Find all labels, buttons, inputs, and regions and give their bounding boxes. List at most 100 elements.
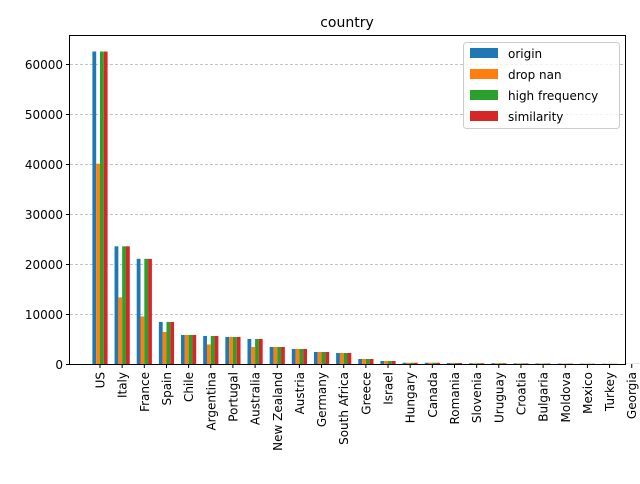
x-tick-label: Canada [426,372,440,418]
x-tick-label: Uruguay [492,372,506,423]
bar-drop-nan [495,363,499,364]
x-tick-label: Romania [448,372,462,424]
bar-high-frequency [277,347,281,364]
bar-high-frequency [122,246,126,364]
x-tick-label: US [94,372,108,388]
x-tick-label: Portugal [226,372,240,422]
legend-label: origin [508,47,542,61]
bar-drop-nan [251,347,255,364]
bar-drop-nan [207,344,211,364]
bar-similarity [458,363,462,364]
bar-drop-nan [384,361,388,364]
legend-swatch [470,90,498,100]
y-tick-label: 50000 [25,108,63,122]
x-tick-label: Australia [249,372,263,425]
bar-origin [491,363,495,364]
bar-origin [336,353,340,364]
bar-origin [225,337,229,364]
bar-high-frequency [344,353,348,364]
bar-similarity [192,335,196,364]
x-tick-label: Bulgaria [537,372,551,422]
bar-drop-nan [118,297,122,364]
bar-origin [314,352,318,364]
bar-high-frequency [166,322,170,364]
y-tick-label: 0 [55,358,63,372]
bar-high-frequency [255,339,259,364]
bar-high-frequency [189,335,193,364]
legend-label: drop nan [508,68,562,82]
x-tick-label: Germany [315,372,329,427]
x-tick-label: Croatia [514,372,528,415]
bar-similarity [170,322,174,364]
bar-similarity [547,364,551,365]
bar-high-frequency [299,349,303,364]
bar-drop-nan [406,363,410,364]
bar-high-frequency [211,336,215,364]
legend-swatch [470,48,498,58]
x-tick-label: Moldova [559,372,573,422]
bar-drop-nan [273,347,277,364]
bar-similarity [348,353,352,364]
x-tick-label: Austria [293,372,307,414]
bar-high-frequency [388,361,392,364]
bar-origin [358,359,362,364]
legend: origin drop nan high frequency similarity [464,43,620,129]
bar-origin [425,363,429,364]
bar-similarity [525,363,529,364]
bar-similarity [104,52,108,364]
bar-origin [513,363,517,364]
bar-drop-nan [318,352,322,364]
x-tick-label: South Africa [337,372,351,445]
x-tick-label: France [138,372,152,412]
x-tick-label: Israel [382,372,396,405]
bar-origin [159,322,163,364]
bar-drop-nan [539,364,543,365]
y-tick-label: 40000 [25,158,63,172]
x-tick-label: Mexico [581,372,595,414]
bar-origin [247,339,251,364]
bar-similarity [303,349,307,364]
bar-similarity [480,363,484,364]
bar-high-frequency [233,337,237,364]
legend-swatch [470,69,498,79]
bar-drop-nan [141,316,145,364]
x-tick-label: New Zealand [271,372,285,451]
bar-origin [469,363,473,364]
bar-high-frequency [499,363,503,364]
bar-drop-nan [96,164,100,364]
bar-high-frequency [543,364,547,365]
bar-high-frequency [366,359,370,364]
x-tick-label: Greece [359,372,373,415]
bar-high-frequency [410,363,414,364]
bar-similarity [370,359,374,364]
bar-similarity [503,363,507,364]
x-tick-label: Hungary [404,372,418,423]
x-tick-label: Georgia [625,372,639,419]
bar-drop-nan [429,363,433,364]
bar-similarity [325,352,329,364]
bar-high-frequency [477,363,481,364]
bar-origin [292,349,296,364]
bar-drop-nan [451,363,455,364]
bar-drop-nan [517,363,521,364]
y-tick-label: 60000 [25,58,63,72]
legend-label: similarity [508,110,563,124]
bar-origin [92,52,96,364]
bar-origin [203,336,207,364]
x-tick-label: Spain [160,372,174,406]
x-tick-label: Argentina [204,372,218,431]
bar-high-frequency [100,52,104,364]
legend-label: high frequency [508,89,598,103]
chart-title: country [320,15,374,31]
bar-origin [403,363,407,364]
bar-similarity [126,246,130,364]
bar-similarity [281,347,285,364]
bar-similarity [414,363,418,364]
bar-origin [447,363,451,364]
bar-origin [380,361,384,364]
x-tick-label: Slovenia [470,372,484,423]
bar-similarity [215,336,219,364]
bar-origin [181,335,185,364]
